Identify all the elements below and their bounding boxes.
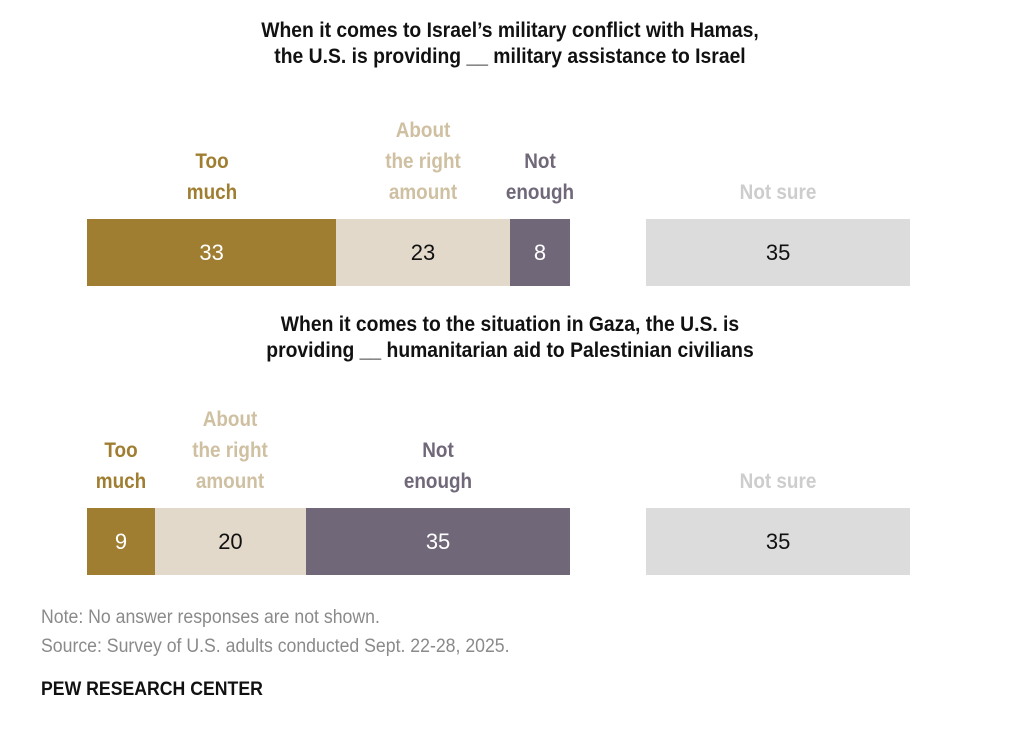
category-label-not-sure: Not sure	[739, 181, 817, 204]
bar-1-about-right: 23	[336, 219, 510, 286]
panel-2-title: When it comes to the situation in Gaza, …	[266, 313, 754, 362]
chart-note: Note: No answer responses are not shown.	[41, 607, 380, 628]
data-label: 35	[425, 528, 451, 554]
bar-2-not-sure: 35	[646, 508, 911, 575]
panel-1-title: When it comes to Israel’s military confl…	[261, 19, 759, 68]
data-label: 35	[765, 239, 791, 265]
data-label: 8	[533, 239, 547, 265]
category-label-not-sure: Not sure	[739, 470, 817, 493]
category-label-too-much: Too much	[95, 439, 147, 493]
data-label: 9	[114, 528, 128, 554]
category-label-not-enough: Not enough	[505, 150, 575, 204]
data-label: 35	[765, 528, 791, 554]
bar-2-not-enough: 35	[305, 508, 571, 575]
category-label-about-right: About the right amount	[192, 408, 269, 493]
brand-label: PEW RESEARCH CENTER	[41, 679, 263, 700]
bar-2-too-much: 9	[87, 508, 155, 575]
bar-2-about-right: 20	[154, 508, 306, 575]
bar-1-not-enough: 8	[509, 219, 571, 286]
data-label: 33	[199, 239, 224, 265]
bar-1-not-sure: 35	[646, 219, 911, 286]
chart-source: Source: Survey of U.S. adults conducted …	[41, 636, 510, 657]
data-label: 20	[218, 528, 243, 554]
bar-1-too-much: 33	[87, 219, 337, 286]
data-label: 23	[410, 239, 436, 265]
category-label-too-much: Too much	[186, 150, 237, 204]
category-label-not-enough: Not enough	[403, 439, 473, 493]
category-label-about-right: About the right amount	[385, 119, 461, 204]
